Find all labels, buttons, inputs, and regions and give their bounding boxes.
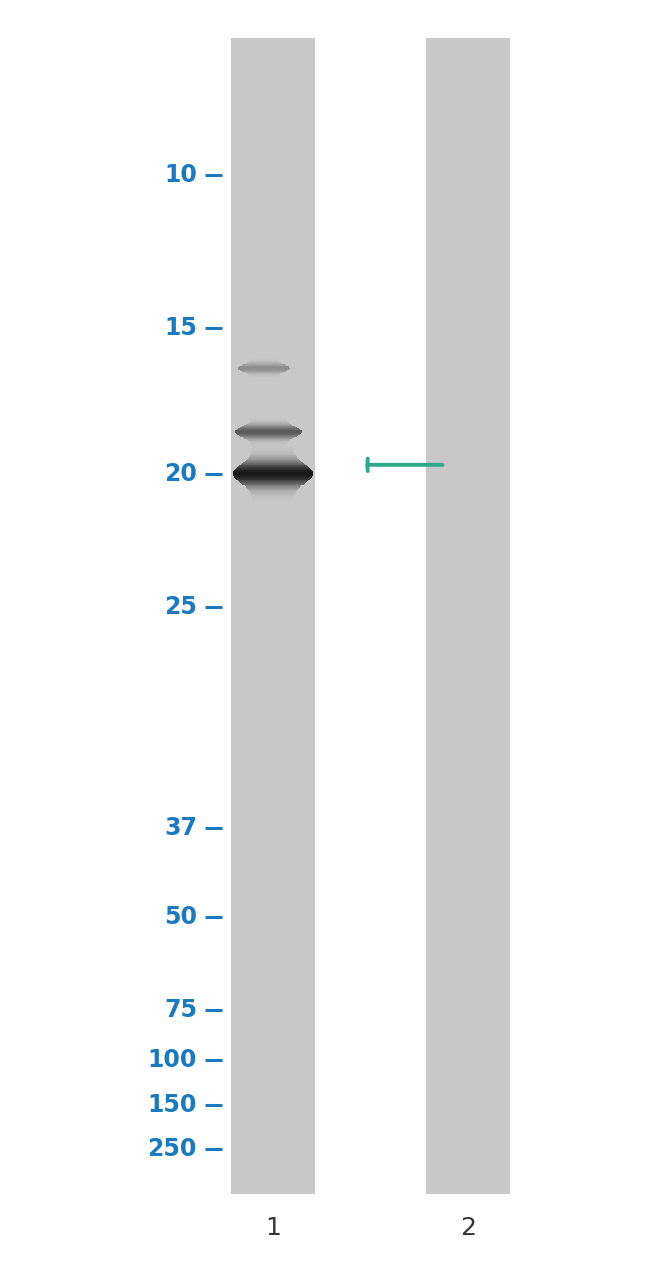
Text: 20: 20 <box>164 462 197 485</box>
Text: 100: 100 <box>148 1049 197 1072</box>
Bar <box>426 38 510 1194</box>
Text: 75: 75 <box>164 998 197 1021</box>
Text: 10: 10 <box>164 164 197 187</box>
Text: 15: 15 <box>164 316 197 339</box>
Text: 250: 250 <box>148 1138 197 1161</box>
Text: 1: 1 <box>265 1217 281 1240</box>
Text: 50: 50 <box>164 906 197 928</box>
Text: 25: 25 <box>164 596 197 618</box>
Text: 37: 37 <box>164 817 197 839</box>
Bar <box>231 38 315 1194</box>
Text: 2: 2 <box>460 1217 476 1240</box>
Text: 150: 150 <box>148 1093 197 1116</box>
